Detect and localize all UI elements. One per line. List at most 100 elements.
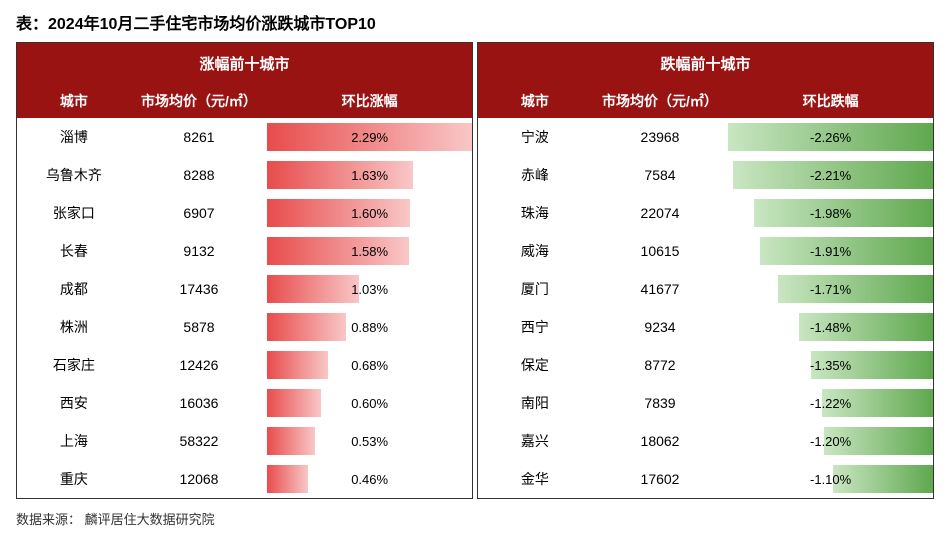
- cell-price: 8288: [131, 167, 268, 183]
- change-label: 0.46%: [267, 472, 472, 487]
- cell-price: 17436: [131, 281, 268, 297]
- cell-city: 株洲: [17, 317, 131, 337]
- cell-change: -1.35%: [728, 351, 933, 379]
- cell-change: 0.88%: [267, 313, 472, 341]
- cell-city: 上海: [17, 431, 131, 451]
- change-label: -2.21%: [728, 168, 933, 183]
- cell-city: 西安: [17, 393, 131, 413]
- fall-panel: 跌幅前十城市 城市 市场均价（元/㎡） 环比跌幅 宁波23968-2.26% 赤峰…: [477, 42, 934, 499]
- table-row: 威海10615-1.91%: [478, 232, 933, 270]
- cell-price: 8772: [592, 357, 729, 373]
- tables-container: 涨幅前十城市 城市 市场均价（元/㎡） 环比涨幅 淄博82612.29% 乌鲁木齐…: [16, 42, 934, 499]
- fall-rows: 宁波23968-2.26%赤峰7584-2.21%珠海22074-1.98%威海…: [478, 118, 933, 498]
- cell-change: 0.60%: [267, 389, 472, 417]
- cell-change: 0.53%: [267, 427, 472, 455]
- table-row: 珠海22074-1.98%: [478, 194, 933, 232]
- table-row: 长春91321.58%: [17, 232, 472, 270]
- cell-city: 重庆: [17, 469, 131, 489]
- change-label: -1.71%: [728, 282, 933, 297]
- rise-panel-title: 涨幅前十城市: [17, 43, 472, 84]
- table-row: 宁波23968-2.26%: [478, 118, 933, 156]
- table-row: 西安160360.60%: [17, 384, 472, 422]
- change-label: -2.26%: [728, 130, 933, 145]
- cell-price: 23968: [592, 129, 729, 145]
- cell-price: 9234: [592, 319, 729, 335]
- cell-change: 1.60%: [267, 199, 472, 227]
- table-row: 厦门41677-1.71%: [478, 270, 933, 308]
- cell-price: 12068: [131, 471, 268, 487]
- cell-change: 1.63%: [267, 161, 472, 189]
- cell-price: 8261: [131, 129, 268, 145]
- cell-change: -2.26%: [728, 123, 933, 151]
- table-row: 重庆120680.46%: [17, 460, 472, 498]
- data-source: 数据来源： 麟评居住大数据研究院: [16, 509, 934, 528]
- cell-change: 1.58%: [267, 237, 472, 265]
- cell-city: 乌鲁木齐: [17, 165, 131, 185]
- cell-city: 南阳: [478, 393, 592, 413]
- cell-price: 16036: [131, 395, 268, 411]
- cell-price: 7584: [592, 167, 729, 183]
- table-row: 石家庄124260.68%: [17, 346, 472, 384]
- cell-change: 0.68%: [267, 351, 472, 379]
- cell-city: 威海: [478, 241, 592, 261]
- change-label: 1.60%: [267, 206, 472, 221]
- source-label: 数据来源：: [16, 512, 81, 527]
- table-row: 嘉兴18062-1.20%: [478, 422, 933, 460]
- cell-price: 7839: [592, 395, 729, 411]
- cell-city: 长春: [17, 241, 131, 261]
- change-label: -1.35%: [728, 358, 933, 373]
- cell-price: 6907: [131, 205, 268, 221]
- table-row: 南阳7839-1.22%: [478, 384, 933, 422]
- cell-price: 41677: [592, 281, 729, 297]
- change-label: 0.68%: [267, 358, 472, 373]
- change-label: -1.48%: [728, 320, 933, 335]
- change-label: 1.63%: [267, 168, 472, 183]
- fall-col-price: 市场均价（元/㎡）: [592, 84, 729, 118]
- change-label: -1.20%: [728, 434, 933, 449]
- cell-change: 0.46%: [267, 465, 472, 493]
- cell-city: 赤峰: [478, 165, 592, 185]
- cell-change: -1.91%: [728, 237, 933, 265]
- table-row: 保定8772-1.35%: [478, 346, 933, 384]
- fall-panel-title: 跌幅前十城市: [478, 43, 933, 84]
- cell-city: 西宁: [478, 317, 592, 337]
- rise-rows: 淄博82612.29%乌鲁木齐82881.63%张家口69071.60%长春91…: [17, 118, 472, 498]
- change-label: 1.58%: [267, 244, 472, 259]
- cell-change: -1.98%: [728, 199, 933, 227]
- change-label: -1.22%: [728, 396, 933, 411]
- cell-price: 22074: [592, 205, 729, 221]
- cell-city: 珠海: [478, 203, 592, 223]
- rise-col-city: 城市: [17, 84, 131, 118]
- cell-city: 淄博: [17, 127, 131, 147]
- page-title: 表：2024年10月二手住宅市场均价涨跌城市TOP10: [16, 10, 934, 34]
- cell-price: 17602: [592, 471, 729, 487]
- cell-change: -1.22%: [728, 389, 933, 417]
- cell-change: 1.03%: [267, 275, 472, 303]
- change-label: 0.53%: [267, 434, 472, 449]
- cell-price: 10615: [592, 243, 729, 259]
- cell-price: 5878: [131, 319, 268, 335]
- cell-change: 2.29%: [267, 123, 472, 151]
- table-row: 乌鲁木齐82881.63%: [17, 156, 472, 194]
- rise-col-headers: 城市 市场均价（元/㎡） 环比涨幅: [17, 84, 472, 118]
- table-row: 西宁9234-1.48%: [478, 308, 933, 346]
- cell-change: -2.21%: [728, 161, 933, 189]
- change-label: 0.88%: [267, 320, 472, 335]
- source-value: 麟评居住大数据研究院: [85, 512, 215, 527]
- cell-change: -1.48%: [728, 313, 933, 341]
- table-row: 成都174361.03%: [17, 270, 472, 308]
- cell-price: 12426: [131, 357, 268, 373]
- cell-price: 9132: [131, 243, 268, 259]
- cell-price: 18062: [592, 433, 729, 449]
- change-label: -1.10%: [728, 472, 933, 487]
- fall-col-city: 城市: [478, 84, 592, 118]
- rise-col-change: 环比涨幅: [267, 84, 472, 118]
- rise-col-price: 市场均价（元/㎡）: [131, 84, 268, 118]
- cell-city: 厦门: [478, 279, 592, 299]
- cell-city: 张家口: [17, 203, 131, 223]
- change-label: -1.91%: [728, 244, 933, 259]
- cell-city: 金华: [478, 469, 592, 489]
- fall-col-change: 环比跌幅: [728, 84, 933, 118]
- table-row: 张家口69071.60%: [17, 194, 472, 232]
- change-label: -1.98%: [728, 206, 933, 221]
